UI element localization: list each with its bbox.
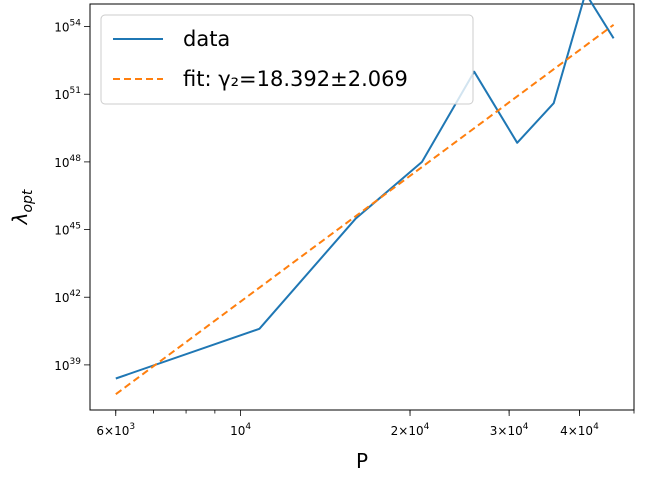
y-tick-label: 1051 — [54, 86, 81, 102]
y-axis-label: λopt — [8, 189, 36, 225]
x-tick-label: 104 — [230, 422, 251, 438]
x-tick-label: 3×104 — [490, 422, 529, 438]
y-tick-label: 1045 — [54, 222, 81, 238]
x-tick-label: 4×104 — [560, 422, 599, 438]
y-tick-label: 1054 — [54, 19, 81, 35]
legend-label: data — [183, 27, 230, 51]
x-tick-label: 2×104 — [391, 422, 430, 438]
x-axis-label: P — [356, 449, 368, 472]
data-line — [115, 0, 615, 380]
y-tick-label: 1039 — [54, 357, 81, 373]
y-tick-label: 1042 — [54, 289, 81, 305]
legend: data fit: γ₂=18.392±2.069 — [100, 14, 474, 105]
legend-label: fit: γ₂=18.392±2.069 — [183, 67, 408, 91]
x-tick-label: 6×103 — [96, 422, 135, 438]
series-layer — [115, 0, 615, 396]
fit-line — [115, 23, 615, 396]
y-tick-label: 1048 — [54, 154, 81, 170]
axis-ticks: 6×103 104 2×104 3×104 4×104 1039 1042 1045 1048 1… — [54, 19, 635, 438]
legend-frame — [100, 14, 474, 105]
